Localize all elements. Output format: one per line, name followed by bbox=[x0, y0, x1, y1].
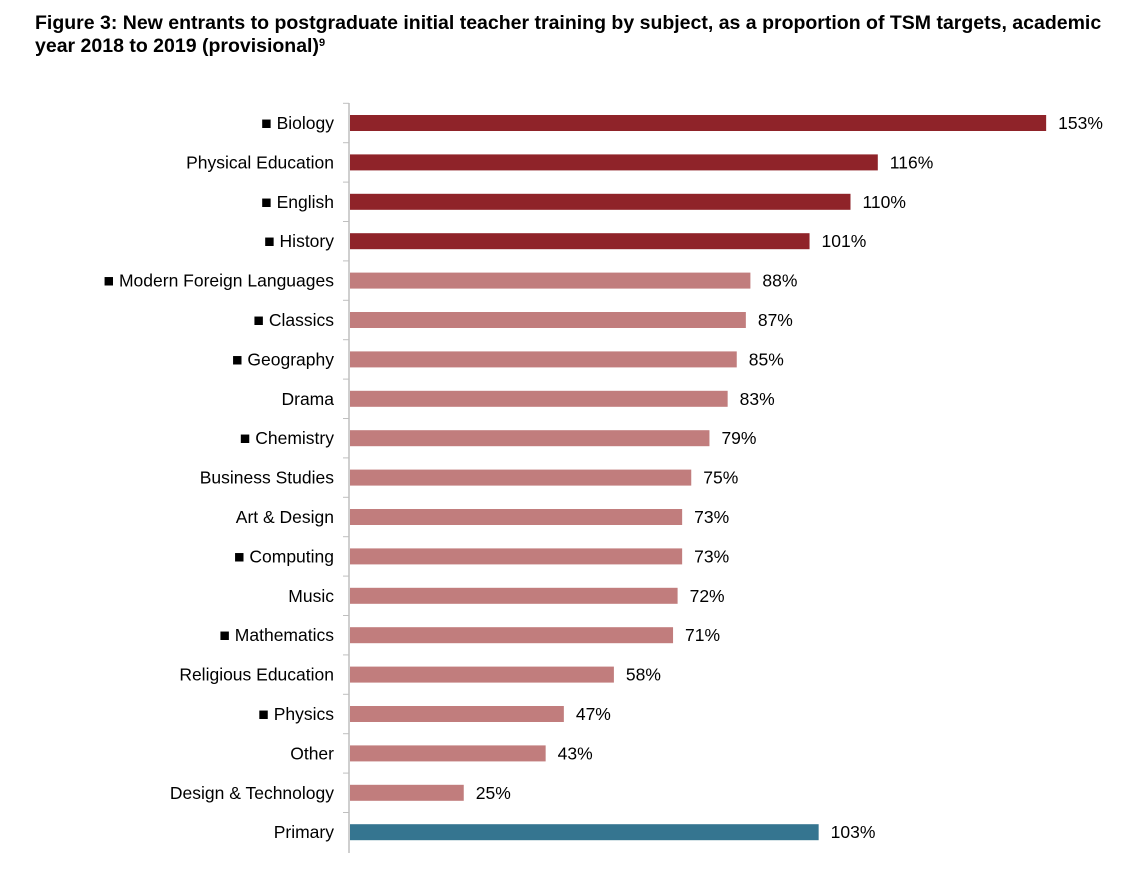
value-label-biology: 153% bbox=[1058, 113, 1103, 133]
value-label-physical-education: 116% bbox=[890, 152, 933, 172]
category-label-design-and-technology: Design & Technology bbox=[170, 783, 334, 803]
value-label-modern-foreign-languages: 88% bbox=[762, 271, 797, 291]
value-label-chemistry: 79% bbox=[721, 428, 756, 448]
bar-computing bbox=[350, 548, 683, 565]
value-label-classics: 87% bbox=[758, 310, 793, 330]
bar-classics bbox=[350, 312, 746, 328]
bar-biology bbox=[350, 115, 1047, 131]
category-label-history: ■ History bbox=[264, 231, 334, 251]
bar-music bbox=[350, 587, 678, 604]
category-label-mathematics: ■ Mathematics bbox=[219, 625, 334, 645]
category-label-religious-education: Religious Education bbox=[179, 665, 334, 685]
value-label-geography: 85% bbox=[749, 349, 784, 369]
value-label-computing: 73% bbox=[694, 546, 729, 566]
bar-drama bbox=[350, 390, 728, 407]
bar-primary bbox=[350, 824, 819, 841]
value-label-mathematics: 71% bbox=[685, 625, 720, 645]
value-label-english: 110% bbox=[863, 192, 906, 212]
category-label-classics: ■ Classics bbox=[253, 310, 334, 330]
bars-group: ■ Biology 153% Physical Education 116% ■ Eng… bbox=[104, 102, 1103, 842]
category-label-music: Music bbox=[288, 586, 334, 606]
category-label-geography: ■ Geography bbox=[232, 349, 334, 369]
value-label-drama: 83% bbox=[740, 389, 775, 409]
value-label-art-and-design: 73% bbox=[694, 507, 729, 527]
category-label-business-studies: Business Studies bbox=[200, 468, 334, 488]
title-footnote: 9 bbox=[318, 37, 326, 49]
bar-design-and-technology bbox=[350, 784, 464, 801]
bar-chemistry bbox=[350, 430, 710, 447]
category-label-art-and-design: Art & Design bbox=[236, 507, 334, 527]
value-label-primary: 103% bbox=[831, 822, 876, 842]
bar-geography bbox=[350, 351, 737, 368]
bar-business-studies bbox=[350, 469, 692, 486]
value-label-religious-education: 58% bbox=[626, 665, 661, 685]
value-label-music: 72% bbox=[690, 586, 725, 606]
bar-physical-education bbox=[350, 154, 878, 171]
value-label-business-studies: 75% bbox=[703, 468, 738, 488]
category-label-modern-foreign-languages: ■ Modern Foreign Languages bbox=[104, 271, 335, 291]
value-label-other: 43% bbox=[558, 743, 593, 763]
category-label-biology: ■ Biology bbox=[261, 113, 334, 133]
chart-title-text: Figure 3: New entrants to postgraduate i… bbox=[35, 12, 1102, 57]
category-label-physics: ■ Physics bbox=[258, 704, 334, 724]
value-label-physics: 47% bbox=[576, 704, 611, 724]
category-label-primary: Primary bbox=[274, 822, 335, 842]
bar-mathematics bbox=[350, 627, 674, 644]
chart-title: Figure 3: New entrants to postgraduate i… bbox=[35, 12, 1135, 58]
bar-modern-foreign-languages bbox=[350, 272, 751, 289]
bar-art-and-design bbox=[350, 509, 683, 525]
bar-physics bbox=[350, 706, 564, 722]
category-label-drama: Drama bbox=[281, 389, 334, 409]
bar-other bbox=[350, 745, 546, 762]
category-label-english: ■ English bbox=[261, 192, 334, 212]
bar-history bbox=[350, 233, 810, 250]
category-label-other: Other bbox=[290, 743, 334, 763]
bar-english bbox=[350, 193, 851, 210]
value-label-history: 101% bbox=[822, 231, 867, 251]
value-label-design-and-technology: 25% bbox=[476, 783, 511, 803]
category-label-computing: ■ Computing bbox=[234, 546, 334, 566]
category-label-physical-education: Physical Education bbox=[186, 152, 334, 172]
bar-religious-education bbox=[350, 666, 614, 683]
category-label-chemistry: ■ Chemistry bbox=[240, 428, 334, 448]
